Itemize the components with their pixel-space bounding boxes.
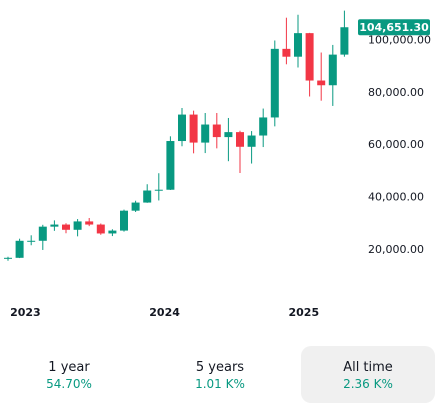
candle-body bbox=[340, 27, 349, 55]
candle-body bbox=[73, 221, 82, 230]
candle bbox=[189, 110, 198, 154]
candle-body bbox=[143, 190, 152, 203]
candle bbox=[236, 130, 244, 173]
candle bbox=[15, 238, 24, 259]
candle bbox=[294, 14, 302, 68]
candle bbox=[85, 218, 94, 227]
candle-body bbox=[96, 224, 105, 234]
candle bbox=[131, 200, 140, 212]
candle bbox=[201, 113, 210, 154]
candle bbox=[270, 40, 279, 127]
candle-body bbox=[236, 132, 244, 147]
candle-body bbox=[259, 117, 268, 136]
last-price-badge: 104,651.30 bbox=[358, 19, 430, 36]
last-price-badge-bg bbox=[358, 19, 430, 36]
x-tick-label: 2024 bbox=[149, 306, 180, 319]
candle bbox=[305, 32, 314, 97]
x-tick-label: 2025 bbox=[288, 306, 319, 319]
candle bbox=[143, 184, 152, 203]
candle-body bbox=[189, 114, 198, 143]
candle-body bbox=[178, 114, 186, 142]
x-tick-label: 2023 bbox=[10, 306, 41, 319]
candle bbox=[73, 219, 82, 237]
range-1-year[interactable]: 1 year 54.70% bbox=[10, 346, 128, 403]
candle-body bbox=[166, 141, 175, 190]
candle bbox=[328, 44, 337, 106]
x-axis: 2023 2024 2025 bbox=[10, 306, 319, 319]
candle-body bbox=[131, 202, 140, 211]
candlestick-chart[interactable]: 20,000.00 40,000.00 60,000.00 80,000.00 100,… bbox=[0, 0, 435, 330]
last-price-label: 104,651.30 bbox=[359, 21, 429, 34]
candle-body bbox=[15, 240, 24, 258]
candle bbox=[62, 223, 70, 234]
candle bbox=[247, 131, 256, 164]
range-all-time[interactable]: All time 2.36 K% bbox=[301, 346, 435, 403]
range-label: 1 year bbox=[48, 360, 90, 375]
candle-body bbox=[270, 48, 279, 118]
candle bbox=[340, 10, 349, 57]
candle bbox=[212, 113, 221, 149]
candle-body bbox=[154, 189, 163, 191]
y-tick-label: 100,000.00 bbox=[368, 33, 431, 46]
candle bbox=[259, 108, 268, 148]
range-label: All time bbox=[343, 360, 393, 375]
candle bbox=[120, 209, 128, 232]
candle bbox=[166, 136, 175, 190]
range-change: 1.01 K% bbox=[195, 377, 245, 391]
y-tick-label: 80,000.00 bbox=[368, 86, 424, 99]
y-axis: 20,000.00 40,000.00 60,000.00 80,000.00 100,… bbox=[368, 33, 431, 255]
candle bbox=[38, 224, 47, 250]
candle-body bbox=[224, 132, 233, 138]
candle-body bbox=[201, 124, 210, 143]
candle bbox=[317, 52, 326, 101]
candle bbox=[4, 256, 12, 261]
range-label: 5 years bbox=[195, 360, 245, 375]
y-tick-label: 20,000.00 bbox=[368, 243, 424, 256]
candle-body bbox=[212, 124, 221, 138]
candle bbox=[282, 17, 291, 65]
candle-body bbox=[305, 33, 314, 81]
candle bbox=[27, 235, 36, 246]
candle-body bbox=[247, 135, 256, 147]
range-change: 54.70% bbox=[46, 377, 92, 391]
candle bbox=[224, 117, 233, 162]
candle-body bbox=[328, 54, 337, 86]
candle bbox=[154, 173, 163, 201]
candle-body bbox=[38, 226, 47, 241]
candle bbox=[108, 229, 117, 237]
time-range-selector: 1 year 54.70% 5 years 1.01 K% All time 2… bbox=[0, 346, 435, 403]
candle-body bbox=[317, 80, 326, 86]
candles-layer bbox=[4, 10, 349, 261]
candle-body bbox=[62, 224, 70, 230]
candle-body bbox=[4, 257, 12, 259]
y-tick-label: 40,000.00 bbox=[368, 191, 424, 204]
candle-body bbox=[27, 240, 36, 242]
candle bbox=[50, 220, 59, 231]
candle bbox=[178, 108, 186, 147]
y-tick-label: 60,000.00 bbox=[368, 138, 424, 151]
candle-body bbox=[85, 221, 94, 225]
candle bbox=[96, 223, 105, 235]
range-5-years[interactable]: 5 years 1.01 K% bbox=[160, 346, 280, 403]
candle-body bbox=[50, 224, 59, 227]
candle-body bbox=[108, 230, 117, 234]
candle-body bbox=[282, 48, 291, 57]
range-change: 2.36 K% bbox=[343, 377, 393, 391]
candle-body bbox=[294, 33, 302, 57]
candle-body bbox=[120, 210, 128, 231]
